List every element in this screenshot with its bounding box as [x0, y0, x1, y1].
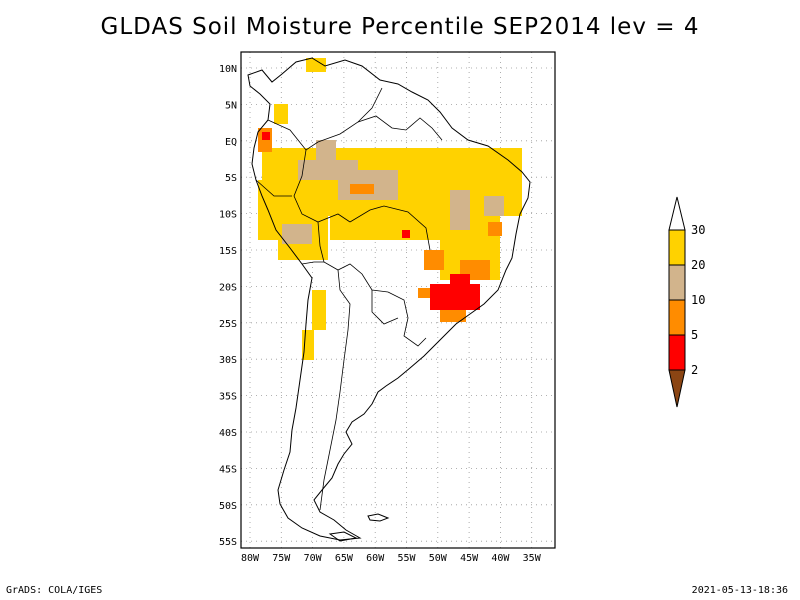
graticule [241, 52, 555, 548]
percentile-cell [282, 224, 312, 244]
percentile-cell [484, 196, 504, 216]
percentile-cell [306, 58, 326, 72]
percentile-overlay [258, 58, 522, 360]
map-title: GLDAS Soil Moisture Percentile SEP2014 l… [100, 14, 700, 40]
longitude-label: 50W [429, 553, 448, 564]
latitude-label: 5S [225, 173, 237, 184]
colorbar-label: 20 [691, 258, 705, 272]
percentile-cell [350, 184, 374, 194]
longitude-label: 40W [491, 553, 510, 564]
colorbar [668, 196, 686, 408]
colorbar-20-30 [668, 229, 686, 266]
latitude-label: 40S [219, 428, 237, 439]
longitude-label: 60W [366, 553, 385, 564]
colorbar-5-10 [668, 299, 686, 336]
colorbar-label: 5 [691, 328, 698, 342]
latitude-labels: 10N 5N EQ 5S 10S 15S 20S 25S 30S 35S 40S 45S 50S 55S [219, 64, 237, 548]
percentile-cell [470, 160, 520, 180]
latitude-label: 10N [219, 64, 237, 75]
latitude-label: 5N [225, 100, 237, 111]
colorbar-label: 30 [691, 223, 705, 237]
latitude-label: 50S [219, 501, 237, 512]
tierra-del-fuego [328, 531, 358, 542]
latitude-label: 55S [219, 537, 237, 548]
percentile-cell [440, 308, 466, 322]
latitude-label: 20S [219, 282, 237, 293]
longitude-label: 45W [460, 553, 479, 564]
latitude-label: 35S [219, 392, 237, 403]
colorbar-below-2 [668, 369, 686, 408]
percentile-cell [262, 132, 270, 140]
longitude-label: 55W [397, 553, 416, 564]
latitude-label: EQ [225, 137, 237, 148]
colorbar-2-5 [668, 334, 686, 371]
longitude-labels: 80W 75W 70W 65W 60W 55W 50W 45W 40W 35W [241, 553, 542, 564]
percentile-cell [274, 104, 288, 124]
footer-credit: GrADS: COLA/IGES [6, 585, 103, 596]
latitude-label: 25S [219, 319, 237, 330]
longitude-label: 75W [272, 553, 291, 564]
percentile-cell [450, 274, 470, 288]
percentile-cell [450, 190, 470, 230]
colorbar-label: 2 [691, 363, 698, 377]
latitude-label: 10S [219, 210, 237, 221]
colorbar-label: 10 [691, 293, 705, 307]
longitude-label: 65W [335, 553, 354, 564]
longitude-label: 80W [241, 553, 260, 564]
latitude-label: 15S [219, 246, 237, 257]
colorbar-labels: 30 20 10 5 2 [691, 223, 705, 377]
percentile-cell [488, 222, 502, 236]
percentile-cell [418, 288, 438, 298]
percentile-cell [312, 290, 326, 330]
latitude-label: 30S [219, 355, 237, 366]
percentile-cell [430, 284, 480, 310]
colorbar-above-30 [668, 196, 686, 231]
country-borders [255, 87, 443, 511]
longitude-label: 70W [304, 553, 323, 564]
falkland-islands [367, 513, 390, 522]
longitude-label: 35W [523, 553, 542, 564]
percentile-cell [316, 140, 336, 160]
map-frame [240, 51, 556, 549]
footer-timestamp: 2021-05-13-18:36 [691, 585, 788, 596]
percentile-cell [424, 250, 444, 270]
percentile-cell [402, 230, 410, 238]
latitude-label: 45S [219, 464, 237, 475]
colorbar-10-20 [668, 264, 686, 301]
